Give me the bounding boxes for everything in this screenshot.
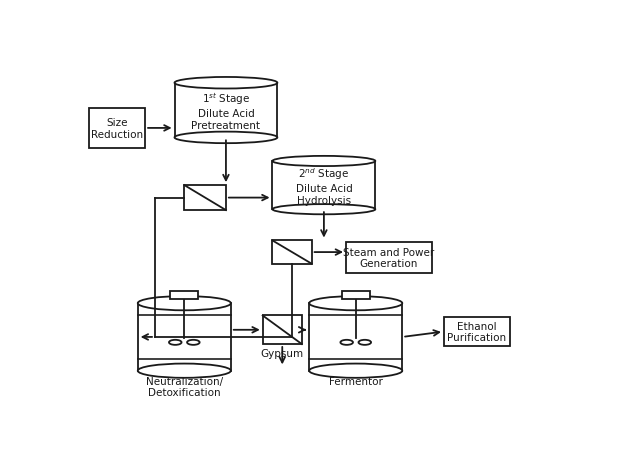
Ellipse shape bbox=[341, 340, 353, 345]
Text: 2$^{nd}$ Stage
Dilute Acid
Hydrolysis: 2$^{nd}$ Stage Dilute Acid Hydrolysis bbox=[296, 166, 352, 205]
Text: Gypsum: Gypsum bbox=[261, 349, 304, 358]
Text: Ethanol
Purification: Ethanol Purification bbox=[447, 321, 506, 343]
Ellipse shape bbox=[169, 340, 181, 345]
Bar bbox=[138, 304, 231, 371]
Ellipse shape bbox=[358, 340, 371, 345]
Ellipse shape bbox=[272, 156, 375, 167]
Ellipse shape bbox=[309, 296, 403, 311]
Ellipse shape bbox=[174, 78, 277, 89]
Ellipse shape bbox=[272, 205, 375, 215]
Bar bbox=[309, 304, 403, 371]
Bar bbox=[185, 186, 226, 211]
Bar bbox=[88, 109, 145, 148]
Ellipse shape bbox=[187, 340, 200, 345]
Bar bbox=[174, 83, 277, 138]
Ellipse shape bbox=[309, 364, 403, 378]
Text: Size
Reduction: Size Reduction bbox=[91, 118, 143, 139]
Text: Fermentor: Fermentor bbox=[329, 376, 382, 386]
Ellipse shape bbox=[138, 364, 231, 378]
Text: Neutralization/
Detoxification: Neutralization/ Detoxification bbox=[146, 376, 223, 397]
Ellipse shape bbox=[138, 296, 231, 311]
Text: 1$^{st}$ Stage
Dilute Acid
Pretreatment: 1$^{st}$ Stage Dilute Acid Pretreatment bbox=[191, 91, 260, 130]
Bar bbox=[342, 291, 370, 299]
Ellipse shape bbox=[174, 132, 277, 144]
Text: Steam and Power
Generation: Steam and Power Generation bbox=[343, 247, 434, 269]
Bar bbox=[444, 318, 510, 346]
Bar bbox=[272, 162, 375, 210]
Bar bbox=[263, 316, 302, 344]
Bar bbox=[346, 243, 432, 273]
Bar bbox=[272, 241, 312, 264]
Bar bbox=[171, 291, 198, 299]
